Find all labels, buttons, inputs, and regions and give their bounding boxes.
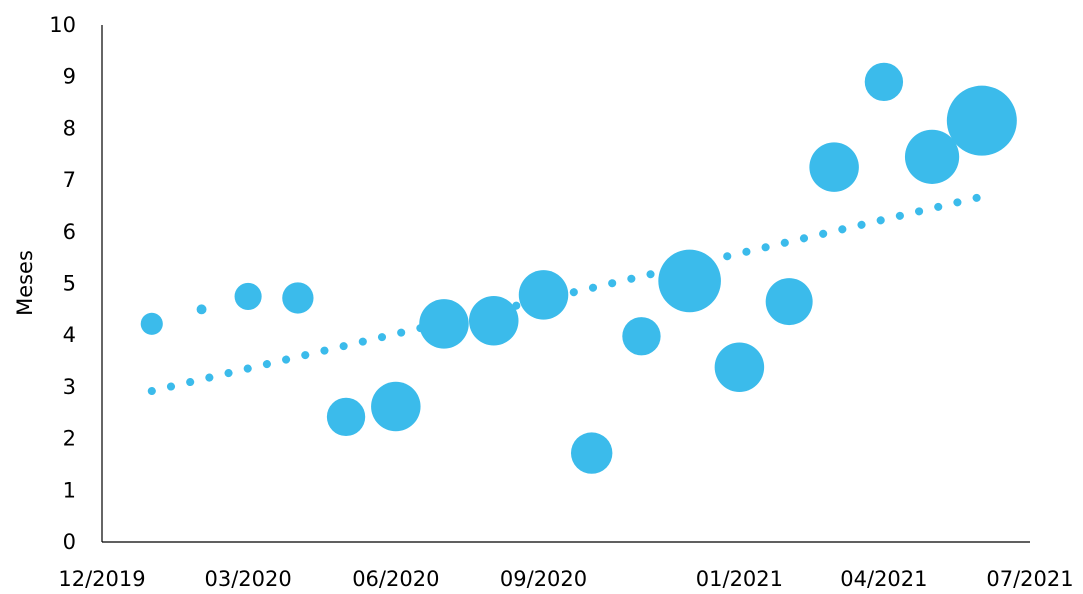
- bubble: [946, 85, 1017, 156]
- y-tick-label: 5: [63, 272, 76, 296]
- bubble: [570, 432, 613, 474]
- bubble: [904, 129, 960, 184]
- y-tick-label: 6: [63, 220, 76, 244]
- x-tick-label: 04/2021: [840, 567, 927, 591]
- bubble: [469, 295, 519, 346]
- bubble: [234, 282, 262, 310]
- x-tick-label: 09/2020: [500, 567, 587, 591]
- bubble: [196, 304, 207, 315]
- y-tick-label: 10: [49, 13, 76, 37]
- bubble: [326, 397, 366, 437]
- trendline-layer: [147, 192, 986, 396]
- bubble: [622, 317, 661, 356]
- x-tick-label: 06/2020: [352, 567, 439, 591]
- bubble: [282, 282, 314, 314]
- y-tick-label: 7: [63, 168, 76, 192]
- axes: [101, 25, 1030, 543]
- x-tick-label: 07/2021: [986, 567, 1073, 591]
- y-tick-label: 4: [63, 323, 76, 347]
- bubble: [658, 249, 721, 313]
- bubble: [809, 142, 859, 192]
- y-tick-label: 3: [63, 375, 76, 399]
- y-tick-labels: 0 1 2 3 4 5 6 7 8 9 10: [49, 13, 76, 554]
- y-tick-label: 0: [63, 530, 76, 554]
- x-tick-label: 12/2019: [58, 567, 145, 591]
- bubble: [864, 62, 904, 102]
- bubble-layer: [140, 62, 1017, 474]
- bubble: [518, 270, 569, 320]
- y-tick-label: 8: [63, 116, 76, 140]
- y-tick-label: 2: [63, 427, 76, 451]
- bubble: [371, 381, 421, 432]
- x-tick-label: 03/2020: [204, 567, 291, 591]
- y-tick-label: 9: [63, 65, 76, 89]
- bubble: [765, 278, 813, 326]
- y-tick-label: 1: [63, 478, 76, 502]
- y-axis-title: Meses: [13, 250, 37, 316]
- x-tick-labels: 12/2019 03/2020 06/2020 09/2020 01/2021 04/20…: [58, 567, 1073, 591]
- x-tick-label: 01/2021: [696, 567, 783, 591]
- trendline: [147, 192, 986, 396]
- bubble: [419, 299, 469, 349]
- bubble: [140, 312, 163, 335]
- bubble: [714, 342, 765, 393]
